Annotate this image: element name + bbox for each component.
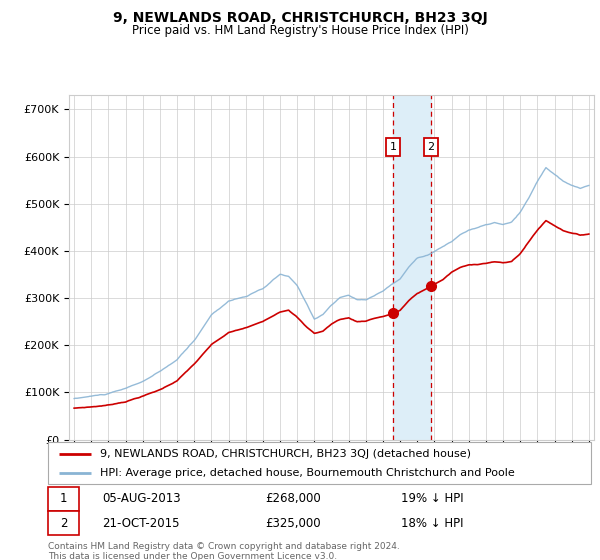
FancyBboxPatch shape <box>48 487 79 511</box>
FancyBboxPatch shape <box>48 511 79 535</box>
Text: 1: 1 <box>60 492 67 506</box>
Text: 2: 2 <box>60 516 67 530</box>
Text: 19% ↓ HPI: 19% ↓ HPI <box>401 492 464 506</box>
Text: 18% ↓ HPI: 18% ↓ HPI <box>401 516 463 530</box>
Text: HPI: Average price, detached house, Bournemouth Christchurch and Poole: HPI: Average price, detached house, Bour… <box>100 468 514 478</box>
Text: 21-OCT-2015: 21-OCT-2015 <box>103 516 180 530</box>
Text: £268,000: £268,000 <box>265 492 321 506</box>
Text: 05-AUG-2013: 05-AUG-2013 <box>103 492 181 506</box>
Text: 2: 2 <box>427 142 434 152</box>
Text: Price paid vs. HM Land Registry's House Price Index (HPI): Price paid vs. HM Land Registry's House … <box>131 24 469 36</box>
Text: Contains HM Land Registry data © Crown copyright and database right 2024.
This d: Contains HM Land Registry data © Crown c… <box>48 542 400 560</box>
Text: £325,000: £325,000 <box>265 516 321 530</box>
Text: 1: 1 <box>389 142 397 152</box>
Bar <box>393 95 431 440</box>
Text: 9, NEWLANDS ROAD, CHRISTCHURCH, BH23 3QJ: 9, NEWLANDS ROAD, CHRISTCHURCH, BH23 3QJ <box>113 11 487 25</box>
Text: 9, NEWLANDS ROAD, CHRISTCHURCH, BH23 3QJ (detached house): 9, NEWLANDS ROAD, CHRISTCHURCH, BH23 3QJ… <box>100 449 470 459</box>
FancyBboxPatch shape <box>48 442 591 484</box>
